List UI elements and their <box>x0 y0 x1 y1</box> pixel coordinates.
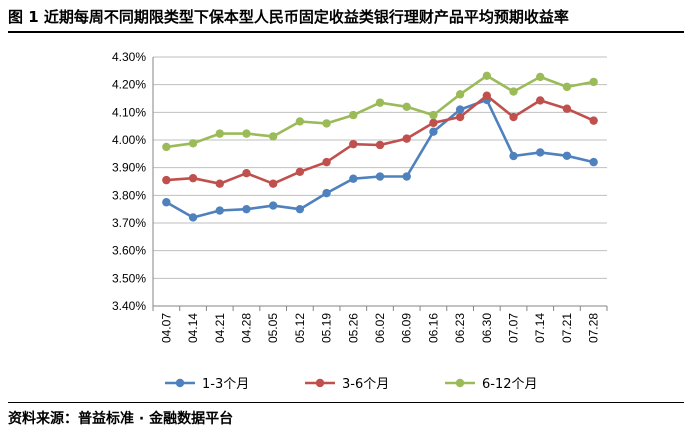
figure-title: 图 1 近期每周不同期限类型下保本型人民币固定收益类银行理财产品平均预期收益率 <box>8 8 569 26</box>
x-tick-label: 07.28 <box>587 313 601 343</box>
data-point-series-1 <box>509 151 518 161</box>
data-point-series-3 <box>402 102 411 112</box>
data-point-series-2 <box>509 112 518 122</box>
data-point-series-1 <box>402 172 411 181</box>
data-point-series-2 <box>536 96 545 105</box>
data-point-series-1 <box>589 157 598 167</box>
data-point-series-1 <box>242 204 251 214</box>
data-point-series-1 <box>322 188 331 198</box>
legend-label: 1-3个月 <box>202 377 249 392</box>
x-tick-label: 07.14 <box>533 313 547 343</box>
data-point-series-3 <box>162 142 171 152</box>
data-point-series-2 <box>455 112 465 122</box>
y-tick-label: 4.10% <box>112 105 146 119</box>
data-point-series-2 <box>482 91 492 100</box>
data-point-series-2 <box>375 140 385 150</box>
data-point-series-2 <box>402 134 411 143</box>
y-tick-label: 4.30% <box>112 50 146 64</box>
data-point-series-1 <box>375 172 385 181</box>
legend-marker <box>455 378 465 388</box>
data-point-series-3 <box>375 98 385 107</box>
data-point-series-2 <box>188 173 198 183</box>
legend-marker <box>175 378 185 388</box>
data-point-series-2 <box>589 116 598 125</box>
data-point-series-3 <box>268 132 278 141</box>
series-line-3 <box>166 74 594 149</box>
source-rule <box>8 402 684 403</box>
data-point-series-1 <box>536 148 545 157</box>
x-tick-label: 06.02 <box>373 313 387 343</box>
data-point-series-1 <box>562 151 572 160</box>
data-point-series-3 <box>242 129 251 138</box>
y-tick-label: 3.50% <box>112 271 146 285</box>
x-tick-label: 07.07 <box>507 313 521 343</box>
data-point-series-1 <box>429 127 438 136</box>
data-point-series-3 <box>322 119 331 128</box>
data-point-series-3 <box>509 87 518 96</box>
data-point-series-3 <box>589 77 598 87</box>
legend-label: 6-12个月 <box>482 377 538 392</box>
data-point-series-2 <box>268 179 278 188</box>
x-tick-label: 05.19 <box>320 313 334 343</box>
data-point-series-2 <box>349 139 358 149</box>
y-tick-label: 3.80% <box>112 188 146 202</box>
data-point-series-1 <box>455 105 465 114</box>
data-point-series-3 <box>295 117 305 126</box>
data-point-series-3 <box>536 72 545 82</box>
data-point-series-2 <box>242 169 251 178</box>
x-tick-label: 05.05 <box>266 313 280 343</box>
x-tick-label: 04.14 <box>186 313 200 343</box>
y-tick-label: 3.90% <box>112 161 146 175</box>
x-tick-label: 06.09 <box>400 313 414 343</box>
data-point-series-3 <box>349 110 358 120</box>
data-point-series-2 <box>162 175 171 185</box>
x-tick-label: 04.21 <box>213 313 227 343</box>
data-point-series-2 <box>215 179 224 188</box>
data-point-series-3 <box>188 139 198 148</box>
data-point-series-1 <box>295 204 305 214</box>
data-point-series-2 <box>322 157 331 167</box>
x-tick-label: 05.26 <box>346 313 360 343</box>
data-point-series-2 <box>562 104 572 113</box>
x-tick-label: 06.16 <box>426 313 440 343</box>
data-point-series-3 <box>455 90 465 99</box>
y-tick-label: 4.00% <box>112 133 146 147</box>
x-tick-label: 04.28 <box>239 313 253 343</box>
data-point-series-1 <box>215 206 224 215</box>
data-point-series-3 <box>562 82 572 92</box>
data-point-series-2 <box>429 118 438 128</box>
y-tick-label: 4.20% <box>112 78 146 92</box>
y-tick-label: 3.40% <box>112 299 146 313</box>
x-tick-label: 06.23 <box>453 313 467 343</box>
legend-label: 3-6个月 <box>342 377 389 392</box>
data-point-series-1 <box>349 174 358 183</box>
data-point-series-3 <box>482 71 492 81</box>
y-tick-label: 3.70% <box>112 216 146 230</box>
x-tick-label: 05.12 <box>293 313 307 343</box>
data-point-series-3 <box>429 110 438 120</box>
x-tick-label: 07.21 <box>560 313 574 343</box>
y-tick-label: 3.60% <box>112 244 146 258</box>
source-note: 资料来源：普益标准 · 金融数据平台 <box>8 411 234 427</box>
data-point-series-2 <box>295 167 305 177</box>
data-point-series-1 <box>268 201 278 210</box>
x-tick-label: 04.07 <box>159 313 173 343</box>
title-rule <box>8 31 684 33</box>
data-point-series-1 <box>188 213 198 222</box>
series-line-1 <box>165 98 594 219</box>
data-point-series-3 <box>215 129 224 138</box>
data-point-series-1 <box>162 198 171 207</box>
x-tick-label: 06.30 <box>480 313 494 343</box>
legend-marker <box>315 378 325 388</box>
